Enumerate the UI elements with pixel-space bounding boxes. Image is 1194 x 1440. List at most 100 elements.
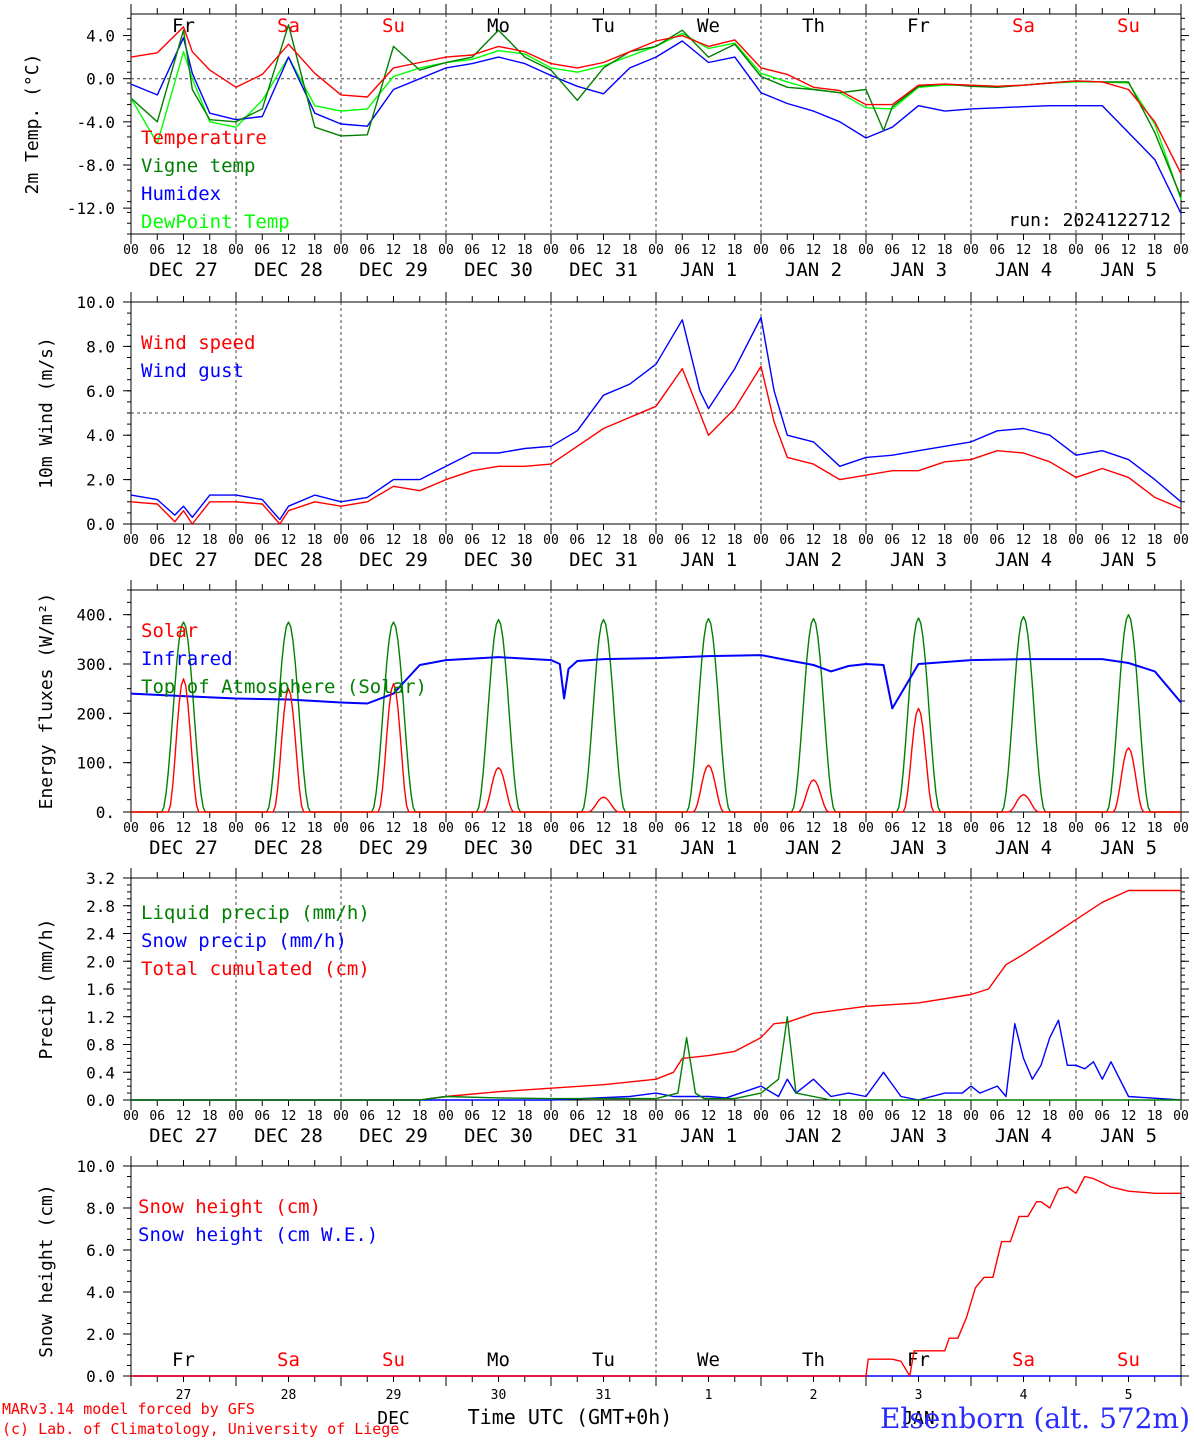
hour-label: 06 (254, 533, 270, 548)
y-tick-label: 4.0 (86, 27, 115, 46)
day-name: Tu (592, 15, 615, 37)
y-tick-label: 8.0 (86, 1199, 115, 1218)
hour-label: 00 (543, 821, 559, 836)
series-line (130, 316, 1182, 521)
hour-label: 18 (202, 1109, 218, 1124)
date-label: JAN 3 (890, 549, 947, 571)
hour-label: 00 (1068, 821, 1084, 836)
hour-label: 00 (648, 1109, 664, 1124)
hour-label: 06 (359, 533, 375, 548)
hour-label: 18 (937, 243, 953, 258)
day-name: Fr (172, 15, 195, 37)
hour-label: 06 (989, 533, 1005, 548)
date-label: DEC 28 (254, 837, 323, 859)
hour-label: 06 (674, 533, 690, 548)
hour-label: 00 (1173, 533, 1189, 548)
hour-label: 12 (1016, 533, 1032, 548)
hour-label: 00 (858, 243, 874, 258)
y-axis-label: Snow height (cm) (36, 1184, 57, 1357)
series-line (130, 37, 1182, 214)
hour-label: 18 (517, 533, 533, 548)
y-tick-label: 8.0 (86, 337, 115, 356)
hour-label: 18 (307, 533, 323, 548)
hour-label: 18 (832, 1109, 848, 1124)
hour-label: 00 (333, 533, 349, 548)
hour-label: 18 (202, 821, 218, 836)
legend-entry: Wind gust (141, 360, 244, 382)
day-name: Th (802, 1349, 825, 1371)
y-tick-label: 6.0 (86, 1241, 115, 1260)
hour-label: 12 (386, 243, 402, 258)
hour-label: 06 (464, 533, 480, 548)
hour-label: 06 (989, 243, 1005, 258)
date-label: JAN 4 (995, 837, 1052, 859)
date-label: JAN 1 (680, 837, 737, 859)
hour-label: 00 (963, 243, 979, 258)
hour-label: 00 (858, 821, 874, 836)
hour-label: 12 (701, 243, 717, 258)
legend-entry: Solar (141, 620, 198, 642)
hour-label: 00 (858, 533, 874, 548)
hour-label: 18 (307, 821, 323, 836)
hour-label: 18 (1147, 821, 1163, 836)
hour-label: 06 (989, 821, 1005, 836)
hour-label: 06 (674, 243, 690, 258)
y-tick-label: 10.0 (76, 1157, 115, 1176)
hour-label: 18 (412, 533, 428, 548)
hour-label: 06 (254, 243, 270, 258)
hour-label: 00 (1068, 533, 1084, 548)
hour-label: 00 (648, 243, 664, 258)
date-label: DEC 29 (359, 259, 428, 281)
date-label: DEC 30 (464, 1125, 533, 1147)
hour-label: 06 (779, 533, 795, 548)
hour-label: 18 (1147, 1109, 1163, 1124)
hour-label: 12 (701, 821, 717, 836)
date-label: DEC 27 (149, 837, 218, 859)
hour-label: 18 (517, 243, 533, 258)
legend-entry: Humidex (141, 183, 221, 205)
date-label: JAN 5 (1100, 1125, 1157, 1147)
series-line (130, 26, 1182, 174)
hour-label: 06 (884, 821, 900, 836)
month-label: DEC (377, 1408, 410, 1429)
date-label: JAN 4 (995, 1125, 1052, 1147)
panel-2: 0.0 2.0 4.0 6.0 8.0 10.0 10m Wind (m/s) 00 06 12 1… (36, 292, 1189, 571)
series-line (131, 889, 1181, 1101)
date-label: DEC 28 (254, 1125, 323, 1147)
hour-label: 00 (228, 533, 244, 548)
hour-label: 06 (1094, 821, 1110, 836)
hour-label: 00 (123, 243, 139, 258)
panel-5: 0.0 2.0 4.0 6.0 8.0 10.0 Snow height (cm) Fr Sa S… (36, 1156, 1189, 1429)
panel-4: 0.0 0.4 0.8 1.2 1.6 2.0 2.4 2.8 3.2 Precip (mm/h)… (36, 868, 1189, 1147)
hour-label: 00 (963, 821, 979, 836)
hour-label: 18 (412, 243, 428, 258)
y-tick-label: 2.4 (86, 925, 115, 944)
hour-label: 00 (228, 243, 244, 258)
hour-label: 06 (464, 243, 480, 258)
hour-label: 00 (1173, 821, 1189, 836)
y-tick-label: 100. (76, 754, 115, 773)
day-number: 1 (705, 1388, 713, 1403)
day-number: 27 (176, 1388, 192, 1403)
y-tick-label: 300. (76, 655, 115, 674)
legend-entry: Snow precip (mm/h) (141, 930, 347, 952)
hour-label: 12 (701, 1109, 717, 1124)
hour-label: 18 (517, 1109, 533, 1124)
hour-label: 18 (937, 821, 953, 836)
hour-label: 12 (176, 533, 192, 548)
hour-label: 00 (543, 1109, 559, 1124)
date-label: DEC 27 (149, 1125, 218, 1147)
day-name: Mo (487, 1349, 510, 1371)
hour-label: 18 (622, 533, 638, 548)
hour-label: 06 (569, 1109, 585, 1124)
date-label: DEC 28 (254, 549, 323, 571)
hour-label: 00 (753, 243, 769, 258)
series-line (130, 24, 1182, 198)
day-name: Sa (277, 1349, 300, 1371)
y-tick-label: 2.8 (86, 897, 115, 916)
hour-label: 18 (307, 243, 323, 258)
day-name: Fr (907, 1349, 930, 1371)
hour-label: 12 (911, 533, 927, 548)
date-label: DEC 31 (569, 259, 638, 281)
